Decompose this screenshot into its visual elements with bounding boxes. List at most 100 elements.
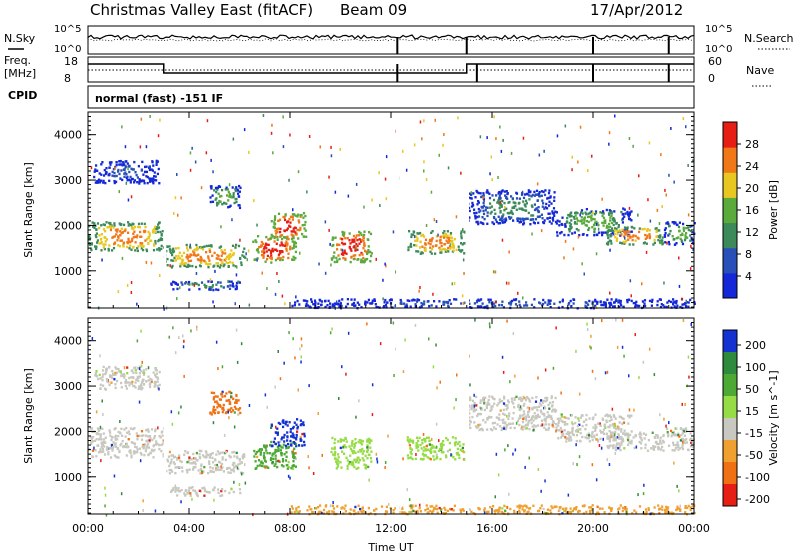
velocity-noise — [601, 319, 603, 323]
velocity-cell — [292, 464, 296, 467]
power-cell — [508, 302, 511, 305]
power-cell — [98, 242, 101, 245]
power-cell — [193, 249, 196, 252]
velocity-noise — [123, 366, 126, 370]
power-cell — [497, 199, 500, 202]
power-cell — [179, 265, 182, 268]
velocity-cell — [274, 431, 277, 434]
power-cell — [503, 218, 506, 221]
power-noise — [382, 278, 384, 282]
velocity-cell — [588, 440, 591, 443]
velocity-cell — [547, 426, 550, 430]
velocity-cell — [346, 464, 349, 468]
velocity-cell — [613, 422, 616, 426]
power-noise — [195, 272, 198, 275]
velocity-cell — [646, 449, 650, 452]
velocity-cell — [610, 416, 613, 419]
power-cell — [160, 244, 163, 248]
velocity-cell — [200, 449, 203, 453]
velocity-cell — [503, 413, 506, 416]
velocity-noise — [371, 383, 374, 387]
power-cell — [628, 243, 631, 246]
power-cell — [357, 234, 361, 237]
velocity-cell — [114, 366, 117, 369]
power-cell — [346, 237, 349, 240]
power-cell — [150, 168, 153, 171]
power-cell — [576, 219, 579, 222]
velocity-noise — [625, 511, 628, 514]
velocity-cell — [148, 439, 151, 442]
velocity-noise — [628, 374, 630, 378]
power-cell — [276, 227, 279, 231]
power-cell — [235, 200, 238, 204]
velocity-cell — [463, 450, 466, 454]
velocity-noise — [681, 402, 683, 406]
power-noise — [563, 256, 565, 260]
velocity-cell — [134, 445, 137, 448]
power-cell — [601, 221, 604, 225]
velocity-cell — [143, 371, 146, 375]
power-noise — [191, 146, 193, 150]
velocity-cell — [538, 509, 541, 513]
power-cell — [207, 263, 210, 266]
colorbar-tick-label: 4 — [745, 270, 752, 283]
velocity-cell — [183, 494, 187, 497]
velocity-cell — [532, 406, 535, 409]
velocity-cell — [343, 507, 346, 510]
power-noise — [375, 257, 377, 261]
power-cell — [210, 187, 213, 190]
velocity-cell — [361, 457, 364, 460]
power-cell — [407, 246, 410, 249]
velocity-noise — [589, 345, 591, 349]
velocity-cell — [544, 396, 547, 400]
power-cell — [340, 304, 343, 308]
velocity-cell — [301, 432, 304, 436]
velocity-cell — [230, 487, 233, 491]
velocity-cell — [292, 425, 295, 429]
power-cell — [419, 252, 422, 255]
power-cell — [624, 233, 627, 236]
velocity-cell — [359, 441, 362, 445]
velocity-cell — [345, 440, 348, 443]
velocity-cell — [156, 442, 159, 446]
power-cell — [128, 178, 131, 181]
velocity-cell — [171, 454, 174, 457]
power-cell — [635, 304, 638, 307]
time-tick-label: 08:00 — [274, 522, 306, 535]
velocity-cell — [191, 486, 194, 489]
power-cell — [569, 223, 573, 226]
power-cell — [149, 177, 152, 181]
velocity-noise — [606, 370, 609, 374]
power-cell — [128, 223, 131, 226]
velocity-cell — [594, 413, 597, 416]
power-cell — [603, 220, 607, 224]
velocity-cell — [339, 461, 342, 464]
velocity-cell — [186, 460, 189, 464]
power-noise — [522, 136, 525, 140]
velocity-cell — [222, 408, 225, 412]
power-cell — [625, 227, 628, 230]
power-cell — [541, 205, 544, 208]
velocity-cell — [557, 421, 560, 424]
velocity-cell — [433, 458, 436, 461]
velocity-cell — [677, 443, 680, 447]
power-cell — [238, 184, 241, 188]
power-cell — [536, 215, 539, 218]
velocity-cell — [99, 433, 102, 436]
velocity-cell — [357, 461, 360, 464]
power-cell — [554, 220, 558, 224]
velocity-cell — [214, 459, 217, 462]
colorbar-tick-label: -50 — [745, 449, 763, 462]
power-noise — [159, 274, 161, 277]
power-noise — [660, 153, 662, 157]
velocity-cell — [361, 452, 364, 455]
velocity-cell — [624, 433, 627, 437]
velocity-noise — [488, 322, 491, 326]
velocity-cell — [357, 440, 360, 444]
velocity-cell — [297, 511, 301, 515]
power-cell — [449, 233, 452, 236]
velocity-cell — [587, 432, 590, 435]
velocity-cell — [344, 510, 347, 513]
power-cell — [273, 236, 276, 240]
velocity-cell — [216, 402, 219, 405]
